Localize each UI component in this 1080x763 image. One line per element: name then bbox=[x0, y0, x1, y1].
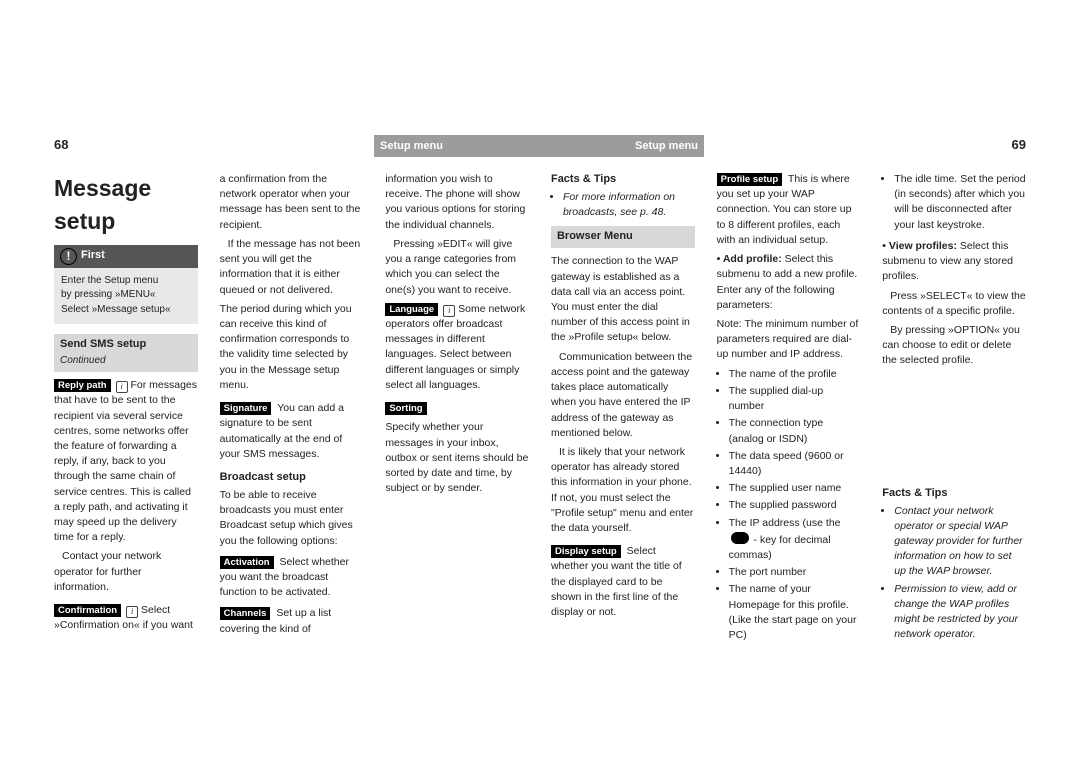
section-browser: Browser Menu bbox=[551, 226, 695, 248]
label-sorting: Sorting bbox=[385, 402, 426, 415]
sorting-body: Specify whether your messages in your in… bbox=[385, 420, 529, 496]
param-3: The data speed (9600 or 14440) bbox=[729, 449, 861, 479]
first-line1: Enter the Setup menu bbox=[61, 274, 191, 289]
info-icon bbox=[126, 606, 136, 616]
reply-path-body-b: Contact your network operator for furthe… bbox=[54, 549, 198, 595]
label-profile-setup: Profile setup bbox=[717, 173, 783, 186]
key-icon bbox=[731, 532, 749, 544]
section-send-sms-label: Send SMS setup bbox=[60, 338, 146, 350]
running-header: Setup menu Setup menu bbox=[374, 135, 704, 157]
exclaim-icon: ! bbox=[60, 248, 77, 265]
running-header-left: Setup menu bbox=[380, 140, 443, 152]
page-title: Message setup bbox=[54, 172, 198, 239]
first-heading: ! First bbox=[54, 245, 198, 268]
edit-body: Pressing »EDIT« will give you a range ca… bbox=[385, 237, 529, 298]
param-7: The port number bbox=[729, 565, 861, 580]
first-line2: by pressing »MENU« bbox=[61, 288, 191, 303]
view-profiles-strong: • View profiles: bbox=[882, 240, 957, 252]
param-4: The supplied user name bbox=[729, 481, 861, 496]
info-icon bbox=[443, 305, 453, 315]
param-6-text: The IP address (use the bbox=[729, 517, 841, 529]
section-send-sms: Send SMS setup Continued bbox=[54, 334, 198, 372]
browser-p3: It is likely that your network oper­ator… bbox=[551, 445, 695, 536]
add-profile-strong: • Add profile: bbox=[717, 253, 782, 265]
label-signature: Signature bbox=[220, 402, 272, 415]
browser-p1: The connection to the WAP gate­way is es… bbox=[551, 254, 695, 345]
section-broadcast: Broadcast setup bbox=[220, 470, 364, 486]
facts-tips-list-1: For more information on broadcasts, see … bbox=[551, 190, 695, 220]
facts-tips-list-2: Contact your network operator or special… bbox=[882, 504, 1026, 643]
add-profile-note: Note: The minimum number of parameters r… bbox=[717, 317, 861, 363]
info-icon bbox=[116, 381, 126, 391]
facts-tips-heading-2: Facts & Tips bbox=[882, 486, 1026, 502]
facts-tip-2b: Permission to view, add or change the WA… bbox=[894, 582, 1026, 643]
browser-p2: Communication between the access point a… bbox=[551, 350, 695, 441]
param-1: The supplied dial-up number bbox=[729, 384, 861, 414]
page-number-left: 68 bbox=[54, 137, 68, 152]
view-profiles-b3: By pressing »OPTION« you can choose to e… bbox=[882, 323, 1026, 369]
view-profiles-b2: Press »SELECT« to view the con­tents of … bbox=[882, 289, 1026, 319]
confirmation-body-b: If the message has not been sent you wil… bbox=[220, 237, 364, 298]
body-columns: Message setup ! First Enter the Setup me… bbox=[54, 172, 1026, 733]
param-5: The supplied password bbox=[729, 498, 861, 513]
first-line3: Select »Message setup« bbox=[61, 303, 191, 318]
facts-tip-2a: Contact your network operator or special… bbox=[894, 504, 1026, 580]
label-activation: Activation bbox=[220, 556, 274, 569]
label-reply-path: Reply path bbox=[54, 379, 111, 392]
period-body: The period during which you can receive … bbox=[220, 302, 364, 393]
running-header-right: Setup menu bbox=[635, 140, 698, 152]
reply-path-body-a: For messages that have to be sent to the… bbox=[54, 379, 197, 543]
label-language: Language bbox=[385, 303, 438, 316]
first-heading-label: First bbox=[81, 248, 105, 264]
page-number-right: 69 bbox=[1012, 137, 1026, 152]
param-0: The name of the profile bbox=[729, 367, 861, 382]
facts-tip-1a: For more information on broadcasts, see … bbox=[563, 190, 695, 220]
param-9: The idle time. Set the period (in second… bbox=[894, 172, 1026, 233]
label-channels: Channels bbox=[220, 607, 271, 620]
param-6: The IP address (use the - key for decima… bbox=[729, 516, 861, 564]
broadcast-intro: To be able to receive broadcasts you mus… bbox=[220, 488, 364, 549]
param-2: The connection type (analog or ISDN) bbox=[729, 416, 861, 446]
first-box: Enter the Setup menu by pressing »MENU« … bbox=[54, 268, 198, 325]
label-confirmation: Confirmation bbox=[54, 604, 121, 617]
section-send-sms-cont: Continued bbox=[60, 355, 106, 366]
facts-tips-heading-1: Facts & Tips bbox=[551, 172, 695, 188]
label-display-setup: Display setup bbox=[551, 545, 621, 558]
param-8: The name of your Homepage for this profi… bbox=[729, 582, 861, 643]
